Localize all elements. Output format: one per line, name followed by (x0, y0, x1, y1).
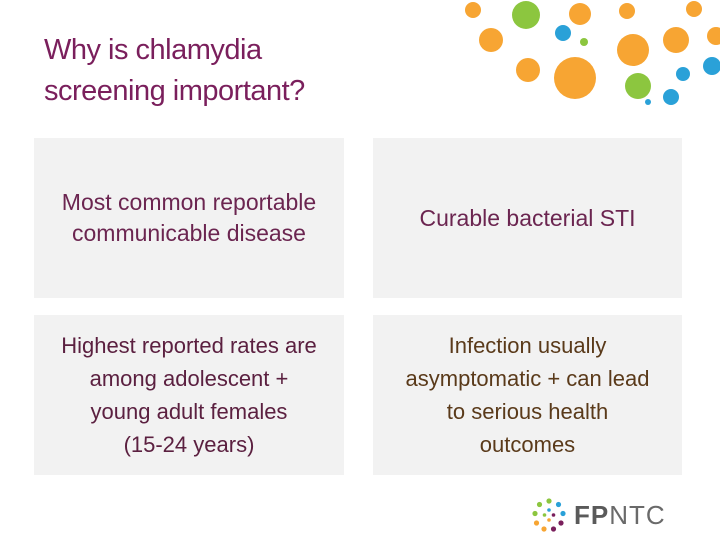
decor-dot (555, 25, 571, 41)
fact-text-line: asymptomatic + can lead (405, 366, 650, 391)
decor-dot (617, 34, 649, 66)
fact-box-asymptomatic: Infection usually asymptomatic + can lea… (373, 315, 682, 475)
decor-dot (512, 1, 540, 29)
fact-box-common-disease: Most common reportable communicable dise… (34, 138, 344, 298)
fact-text-line: Curable bacterial STI (419, 204, 636, 231)
decor-dot (625, 73, 651, 99)
decor-dot (516, 58, 540, 82)
decor-dot (479, 28, 503, 52)
decor-dot (619, 3, 635, 19)
fact-box-highest-rates: Highest reported rates are among adolesc… (34, 315, 344, 475)
fact-text-line: communicable disease (72, 220, 306, 246)
fact-text-line: Most common reportable (61, 189, 317, 215)
decor-dot (569, 3, 591, 25)
fpntc-logo-text: FPNTC (574, 500, 666, 531)
decor-dot (676, 67, 690, 81)
fact-box-curable: Curable bacterial STI (373, 138, 682, 298)
slide-title-line: screening important? (44, 75, 305, 107)
fact-text-line: young adult females (90, 399, 288, 424)
fact-text-line: among adolescent + (89, 366, 289, 391)
decor-dot (686, 1, 702, 17)
decorative-dots (465, 1, 720, 105)
decor-dot (703, 57, 720, 75)
fact-text-line: to serious health (446, 399, 609, 424)
logo-brand-rest: NTC (609, 499, 666, 530)
decor-dot (554, 57, 596, 99)
fact-text-line: outcomes (479, 432, 576, 457)
decor-dot (580, 38, 588, 46)
decor-dot (707, 27, 720, 45)
fact-text-line: (15-24 years) (123, 432, 255, 457)
logo-brand-bold: FP (574, 499, 610, 530)
fpntc-logo: FPNTC (532, 495, 666, 535)
slide-title-line: Why is chlamydia (44, 34, 262, 66)
decor-dot (663, 27, 689, 53)
fpntc-logo-icon (532, 498, 566, 532)
fact-text-line: Highest reported rates are (61, 333, 317, 358)
decor-dot (465, 2, 481, 18)
slide-title: Why is chlamydia screening important? (44, 30, 305, 112)
fact-text-line: Infection usually (448, 333, 607, 358)
decor-dot (645, 99, 651, 105)
decor-dot (663, 89, 679, 105)
